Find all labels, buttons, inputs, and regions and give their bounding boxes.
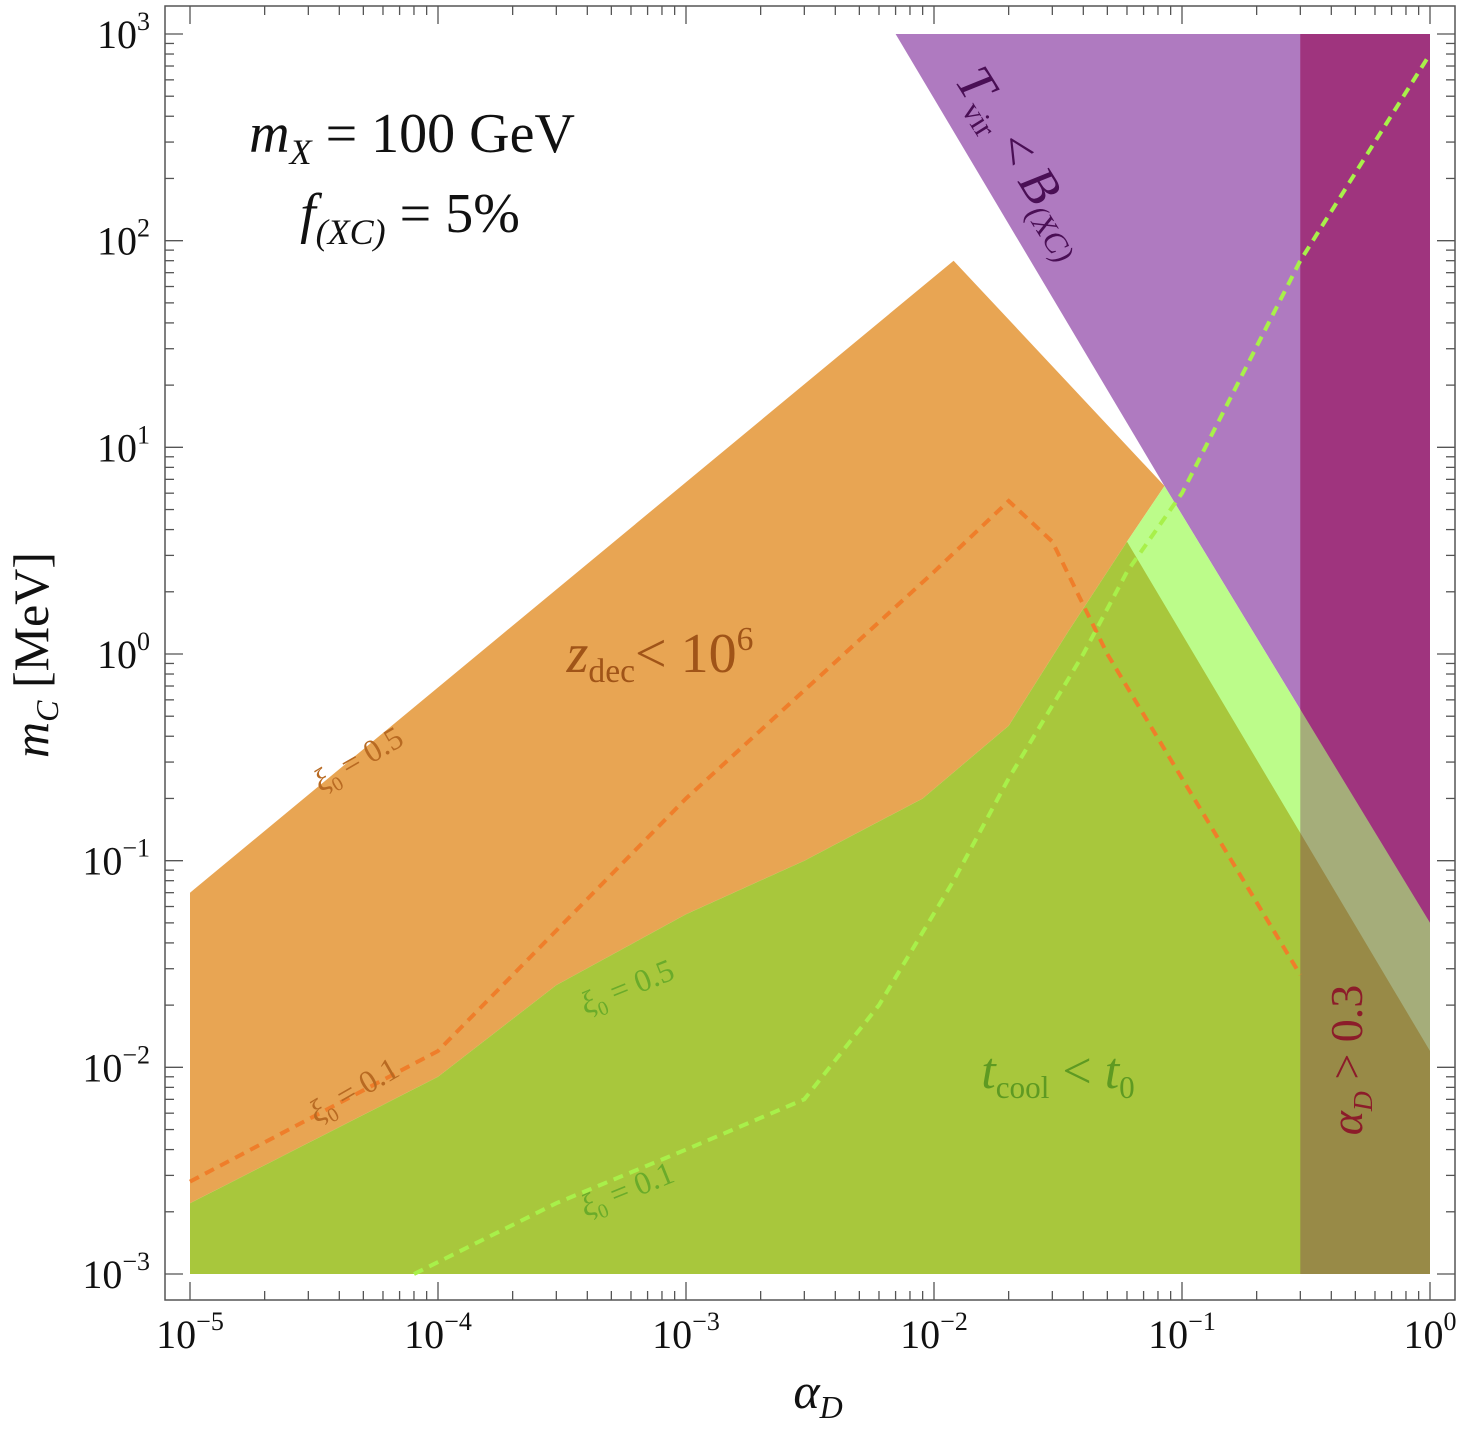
y-tick-label: 101	[97, 420, 150, 470]
x-tick-label: 10−3	[652, 1307, 720, 1357]
plot-ticks: 10−5 10−4 10−3 10−2 10−1 100 10−3 10−2 10−1 100 10…	[82, 6, 1457, 1357]
x-tick-label: 10−1	[1148, 1307, 1216, 1357]
y-tick-label: 103	[97, 7, 150, 57]
plot-lines	[189, 52, 1432, 1276]
region-alphaD_overlay	[1300, 34, 1430, 1274]
x-tick-label: 10−2	[900, 1307, 968, 1357]
y-tick-label: 100	[97, 627, 150, 677]
annotation-line-1: mX = 100 GeV	[249, 103, 575, 172]
y-tick-label: 10−3	[82, 1247, 150, 1297]
region-tvir	[895, 34, 1430, 923]
annotation-line-2: f(XC) = 5%	[300, 183, 520, 252]
plot-regions	[190, 34, 1430, 1274]
x-axis-label: αD	[793, 1363, 842, 1425]
y-axis-label: mC [MeV]	[3, 552, 65, 758]
y-tick-label: 102	[97, 214, 150, 264]
y-tick-label: 10−1	[82, 834, 150, 884]
region-label-zdec: zdec< 106	[566, 621, 754, 690]
x-tick-label: 100	[1404, 1307, 1457, 1357]
x-tick-label: 10−4	[404, 1307, 472, 1357]
x-tick-label: 10−5	[156, 1307, 224, 1357]
y-tick-label: 10−2	[82, 1040, 150, 1090]
region-label-tcool: tcool < t0	[981, 1043, 1135, 1105]
region-zdec	[190, 260, 1165, 1204]
region-tcool	[190, 541, 1430, 1274]
plot-frame-rect	[164, 5, 1456, 1301]
series-line-1	[413, 52, 1432, 1276]
region-label-alphaD: αD > 0.3	[1321, 985, 1378, 1136]
plot-frame	[164, 5, 1456, 1301]
series-line-0	[189, 498, 1303, 1184]
